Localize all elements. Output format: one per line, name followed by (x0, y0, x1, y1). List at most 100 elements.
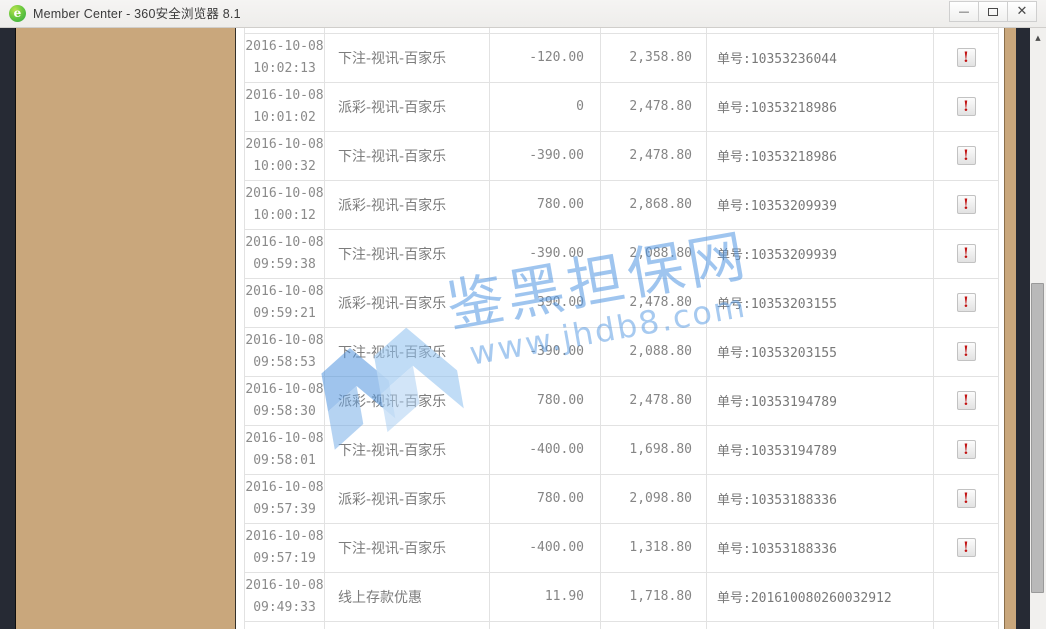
cell-alert: ! (933, 33, 999, 83)
cell-type: 派彩-视讯-百家乐 (324, 278, 490, 328)
alert-icon[interactable]: ! (956, 146, 976, 165)
cell-type: 下注-视讯-百家乐 (324, 327, 490, 377)
maximize-icon (988, 7, 998, 16)
cell-type: 派彩-视讯-百家乐 (324, 376, 490, 426)
cell-amount: 11.90 (489, 572, 601, 622)
cell-order-number: 单号:10353188336 (706, 523, 934, 573)
table-row: 2016-10-08 09:59:21 派彩-视讯-百家乐 390.00 2,4… (244, 278, 999, 328)
alert-icon[interactable]: ! (956, 391, 976, 410)
cell-date: 2016-10-08 (245, 332, 324, 348)
cell-amount: 0 (489, 82, 601, 132)
cell-datetime: 2016-10-08 09:57:39 (244, 474, 325, 524)
cell-datetime: 2016-10-08 10:00:12 (244, 180, 325, 230)
cell-balance: 1,718.80 (600, 572, 707, 622)
cell-order-number: 单号:10353203155 (706, 278, 934, 328)
alert-icon[interactable]: ! (956, 48, 976, 67)
cell-type: 下注-视讯-百家乐 (324, 523, 490, 573)
cell-date: 2016-10-08 (245, 283, 324, 299)
cell-order-number: 单号:10353218986 (706, 82, 934, 132)
cell-time: 09:59:38 (253, 256, 316, 272)
cell-alert: ! (933, 180, 999, 230)
table-row: 2016-10-08 10:02:13 下注-视讯-百家乐 -120.00 2,… (244, 33, 999, 83)
sidebar-panel (16, 28, 236, 629)
alert-icon[interactable]: ! (956, 195, 976, 214)
cell-time: 09:57:19 (253, 550, 316, 566)
cell-balance: 2,478.80 (600, 131, 707, 181)
cell-amount: -390.00 (489, 327, 601, 377)
cell-date: 2016-10-08 (245, 136, 324, 152)
table-row: 2016-10-08 09:59:38 下注-视讯-百家乐 -390.00 2,… (244, 229, 999, 279)
cell-datetime: 2016-10-08 09:59:38 (244, 229, 325, 279)
left-frame-strip (0, 28, 16, 629)
browser-logo-icon: e (9, 5, 26, 22)
cell-type: 线上存款优惠 (324, 572, 490, 622)
alert-icon[interactable]: ! (956, 293, 976, 312)
right-frame-strip (1016, 28, 1030, 629)
cell-alert (933, 572, 999, 622)
cell-amount: 390.00 (489, 278, 601, 328)
cell-type: 下注-视讯-百家乐 (324, 33, 490, 83)
cell-balance: 1,318.80 (600, 523, 707, 573)
alert-icon[interactable]: ! (956, 489, 976, 508)
cell-date: 2016-10-08 (245, 38, 324, 54)
cell-alert: ! (933, 425, 999, 475)
cell-balance: 2,088.80 (600, 229, 707, 279)
transaction-table: 2016-10-08 10:02:13 下注-视讯-百家乐 -120.00 2,… (244, 28, 999, 629)
cell-amount: 780.00 (489, 180, 601, 230)
cell-datetime: 2016-10-08 10:01:02 (244, 82, 325, 132)
cell-balance: 2,098.80 (600, 474, 707, 524)
minimize-icon: — (958, 5, 970, 18)
cell-balance: 2,088.80 (600, 327, 707, 377)
table-row: 2016-10-08 09:58:53 下注-视讯-百家乐 -390.00 2,… (244, 327, 999, 377)
content-area: 2016-10-08 10:02:13 下注-视讯-百家乐 -120.00 2,… (0, 28, 1046, 629)
cell-date: 2016-10-08 (245, 185, 324, 201)
maximize-button[interactable] (978, 1, 1008, 22)
cell-order-number: 单号:10353236044 (706, 33, 934, 83)
scrollbar-thumb[interactable] (1031, 283, 1044, 593)
close-icon: ✕ (1016, 4, 1028, 19)
cell-alert: ! (933, 131, 999, 181)
close-button[interactable]: ✕ (1007, 1, 1037, 22)
cell-balance: 2,358.80 (600, 33, 707, 83)
table-row: 2016-10-08 09:57:19 下注-视讯-百家乐 -400.00 1,… (244, 523, 999, 573)
alert-icon[interactable]: ! (956, 244, 976, 263)
scroll-up-arrow-icon[interactable]: ▲ (1035, 34, 1041, 42)
alert-icon[interactable]: ! (956, 97, 976, 116)
window-controls: — ✕ (949, 1, 1037, 22)
alert-icon[interactable]: ! (956, 342, 976, 361)
partial-row-bottom (244, 621, 999, 629)
cell-order-number: 单号:201610080260032912 (706, 572, 934, 622)
cell-order-number: 单号:10353209939 (706, 180, 934, 230)
table-row: 2016-10-08 10:00:32 下注-视讯-百家乐 -390.00 2,… (244, 131, 999, 181)
cell-datetime: 2016-10-08 09:49:33 (244, 572, 325, 622)
cell-time: 09:58:30 (253, 403, 316, 419)
table-row: 2016-10-08 10:01:02 派彩-视讯-百家乐 0 2,478.80… (244, 82, 999, 132)
cell-order-number: 单号:10353218986 (706, 131, 934, 181)
cell-datetime: 2016-10-08 10:02:13 (244, 33, 325, 83)
cell-alert: ! (933, 229, 999, 279)
cell-time: 09:59:21 (253, 305, 316, 321)
cell-type: 派彩-视讯-百家乐 (324, 82, 490, 132)
cell-balance: 2,478.80 (600, 278, 707, 328)
minimize-button[interactable]: — (949, 1, 979, 22)
cell-datetime: 2016-10-08 09:58:53 (244, 327, 325, 377)
alert-icon[interactable]: ! (956, 440, 976, 459)
cell-time: 09:58:53 (253, 354, 316, 370)
table-row: 2016-10-08 09:57:39 派彩-视讯-百家乐 780.00 2,0… (244, 474, 999, 524)
cell-type: 下注-视讯-百家乐 (324, 131, 490, 181)
window-title: Member Center - 360安全浏览器 8.1 (33, 7, 241, 21)
cell-amount: -400.00 (489, 523, 601, 573)
cell-amount: -400.00 (489, 425, 601, 475)
alert-icon[interactable]: ! (956, 538, 976, 557)
vertical-scrollbar[interactable]: ▲ (1030, 28, 1046, 629)
title-bar: e Member Center - 360安全浏览器 8.1 — ✕ (0, 0, 1046, 28)
cell-balance: 2,478.80 (600, 376, 707, 426)
cell-amount: 780.00 (489, 376, 601, 426)
cell-date: 2016-10-08 (245, 381, 324, 397)
cell-date: 2016-10-08 (245, 430, 324, 446)
cell-time: 10:00:12 (253, 207, 316, 223)
cell-balance: 1,698.80 (600, 425, 707, 475)
cell-date: 2016-10-08 (245, 528, 324, 544)
cell-time: 10:00:32 (253, 158, 316, 174)
